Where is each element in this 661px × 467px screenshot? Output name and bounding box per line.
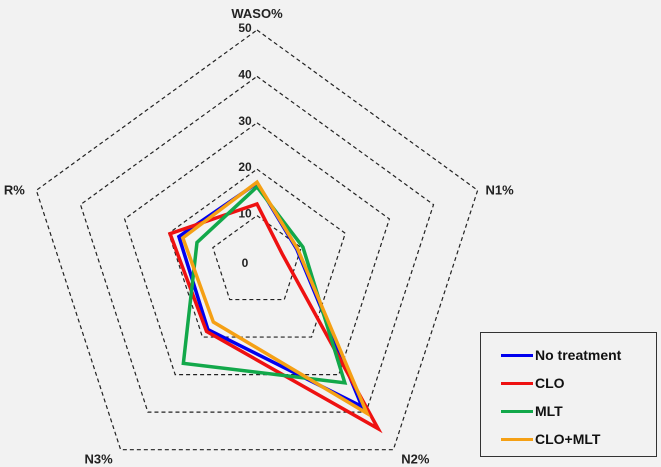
- series-clo-mlt: [180, 179, 371, 418]
- legend-label: No treatment: [535, 347, 622, 363]
- series-mlt: [181, 184, 348, 385]
- legend-swatch: [501, 381, 533, 385]
- legend-swatch: [501, 409, 533, 413]
- tick-label: 40: [238, 67, 252, 81]
- legend: No treatment CLO MLT CLO+MLT: [480, 332, 657, 457]
- tick-label: 0: [242, 256, 249, 270]
- axis-label: N1%: [486, 182, 515, 197]
- legend-swatch: [501, 353, 533, 357]
- grid-ring-30: [123, 122, 391, 376]
- legend-item: No treatment: [501, 341, 656, 369]
- axis-label: N2%: [401, 452, 430, 467]
- legend-label: CLO: [535, 375, 565, 391]
- legend-item: CLO: [501, 369, 656, 397]
- axis-label: N3%: [85, 452, 114, 467]
- axis-label: WASO%: [231, 6, 283, 21]
- legend-swatch: [501, 437, 533, 441]
- axis-label: R%: [4, 182, 25, 197]
- legend-label: MLT: [535, 403, 563, 419]
- tick-label: 30: [238, 114, 252, 128]
- series-clo: [167, 201, 383, 434]
- legend-label: CLO+MLT: [535, 431, 601, 447]
- tick-label: 20: [238, 160, 252, 174]
- legend-item: CLO+MLT: [501, 425, 656, 453]
- tick-label: 50: [238, 21, 252, 35]
- legend-item: MLT: [501, 397, 656, 425]
- grid-ring-50: [35, 29, 479, 451]
